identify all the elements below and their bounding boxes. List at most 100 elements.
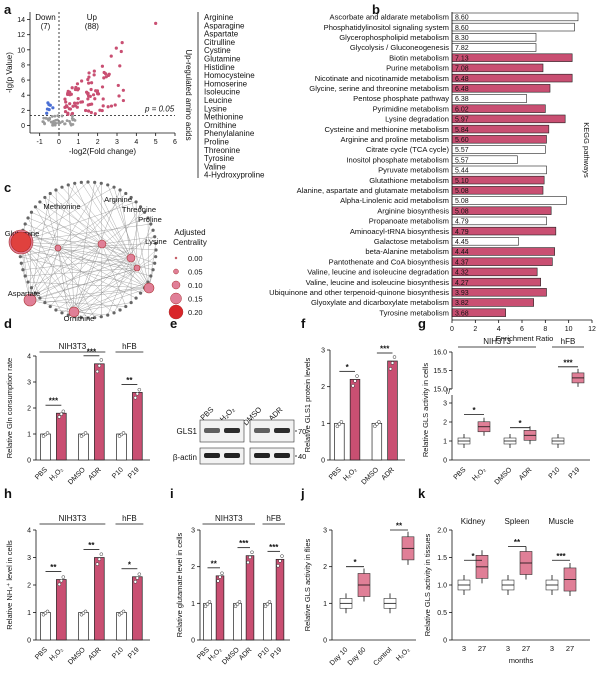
panel-d-x-tick-label: H₂O₂: [49, 466, 65, 482]
network-edge: [35, 206, 59, 249]
panel-d-point: [59, 412, 64, 416]
network-edge: [29, 299, 126, 307]
panel-i-bar: [203, 602, 212, 641]
network-node: [18, 255, 22, 259]
volcano-up-point: [84, 108, 88, 113]
panel-h-chart: 0 1 2 3 4 Relative NH₄⁺ level in cells PBS H₂O₂…: [5, 514, 150, 666]
panel-k-group-label: Kidney: [461, 517, 485, 526]
panel-f-point: [373, 424, 377, 429]
network-node: [26, 280, 30, 284]
panel-i-x-tick-label: P19: [270, 646, 284, 660]
network-edge: [20, 243, 75, 313]
panel-g-axis-break: //: [446, 387, 451, 396]
kegg-bar-label: 4.79: [455, 219, 469, 226]
volcano-ns-point: [68, 119, 71, 123]
panel-g-y-tick-label: 0: [443, 458, 447, 465]
panel-i-y-tick-label: 2: [191, 564, 195, 571]
panel-j-y-tick-label: 2: [323, 564, 327, 571]
panel-f-x-tick-label: ADR: [381, 466, 396, 481]
kegg-pathway-label: Galactose metabolism: [374, 237, 449, 246]
kegg-bar-label: 6.48: [455, 76, 469, 83]
panel-g-y-tick-label: 15.5: [433, 368, 447, 375]
panel-d-x-tick-label: P19: [127, 466, 141, 480]
kegg-x-tick-label: 6: [520, 326, 524, 333]
panel-label-e: e: [170, 316, 177, 331]
network-node-label: Ornithine: [64, 314, 95, 323]
network-node: [146, 216, 150, 220]
kegg-bar-label: 7.13: [455, 55, 469, 62]
panel-label-k: k: [418, 486, 426, 501]
network-edge: [101, 236, 155, 245]
volcano-y-tick-label: 4: [21, 93, 25, 100]
volcano-up-point: [154, 21, 158, 25]
amino-acid-item: Citrulline: [204, 38, 236, 47]
volcano-ns-point: [50, 115, 54, 118]
panel-k-x-tick-label: 27: [522, 644, 530, 653]
panel-h-y-tick-label: 3: [27, 555, 31, 562]
kegg-bar: [451, 196, 567, 205]
panel-d-y-tick-label: 2: [27, 406, 31, 413]
panel-h-x-tick-label: H₂O₂: [49, 646, 65, 662]
network-edge: [20, 241, 115, 313]
panel-f-bar: [349, 378, 361, 461]
panel-f-x-tick-label: H₂O₂: [342, 466, 358, 482]
network-node: [112, 311, 116, 315]
panel-i-point: [248, 555, 252, 560]
kegg-bar-label: 5.60: [455, 137, 469, 144]
kegg-bar-label: 3.93: [455, 290, 469, 297]
volcano-up-point: [121, 88, 125, 92]
panel-h-group-label: hFB: [122, 514, 137, 523]
kegg-bar-label: 6.48: [455, 86, 469, 93]
panel-label-i: i: [170, 486, 174, 501]
kegg-pathway-label: Alanine, aspartate and glutamate metabol…: [297, 186, 449, 195]
network-edge: [25, 267, 138, 277]
network-node: [151, 228, 155, 232]
kegg-bar-label: 7.82: [455, 45, 469, 52]
kegg-pathway-label: Propanoate metabolism: [369, 217, 449, 226]
panel-d-x-tick-label: P10: [111, 466, 125, 480]
volcano-x-tick-label: 5: [154, 139, 158, 146]
volcano-down-count: (7): [41, 22, 51, 31]
kegg-pathway-label: Ubiquinone and other terpenoid-quinone b…: [269, 288, 449, 297]
amino-acid-item: Ornithine: [204, 121, 237, 130]
panel-h-bar: [40, 612, 51, 641]
panel-i-bar: [263, 602, 272, 641]
volcano-up-point: [88, 102, 92, 107]
network-edge: [57, 217, 149, 249]
kegg-bar: [451, 22, 575, 32]
panel-h-sig-label: **: [50, 563, 57, 572]
volcano-up-point: [120, 41, 124, 45]
network-edge: [87, 181, 138, 269]
panel-i-point: [267, 600, 272, 604]
volcano-up-point: [109, 104, 114, 108]
panel-d-y-label: Relative Gln consumption rate: [5, 358, 14, 458]
network-node: [142, 210, 147, 214]
network-edge: [50, 193, 103, 245]
kegg-bar: [451, 73, 573, 83]
volcano-up-point: [92, 73, 96, 77]
kegg-pathway-label: Glycine, serine and threonine metabolism: [309, 84, 449, 93]
volcano-up-point: [98, 108, 102, 112]
panel-d-bar: [78, 433, 89, 461]
amino-acid-item: Methionine: [204, 113, 244, 122]
kegg-pathway-label: Lysine degradation: [385, 115, 449, 124]
network-node-label: Aspartate: [8, 289, 41, 298]
volcano-up-point: [63, 109, 68, 114]
network-legend-value: 0.15: [188, 295, 203, 304]
panel-h-x-tick-label: ADR: [87, 646, 102, 661]
volcano-up-point: [87, 75, 91, 79]
panel-d-point: [135, 392, 140, 396]
volcano-up-point: [75, 101, 80, 105]
blot-band-gls1: [274, 428, 290, 433]
panel-label-a: a: [4, 2, 12, 17]
volcano-y-tick-label: 8: [21, 62, 25, 69]
volcano-up-point: [79, 100, 83, 104]
amino-acid-item: Leucine: [204, 96, 233, 105]
volcano-down-point: [45, 107, 50, 111]
network-edge: [73, 256, 156, 313]
volcano-up-point: [113, 103, 117, 107]
network-node: [23, 274, 27, 278]
blot-row-label-gls1: GLS1: [177, 427, 198, 436]
network-edge: [29, 212, 32, 301]
